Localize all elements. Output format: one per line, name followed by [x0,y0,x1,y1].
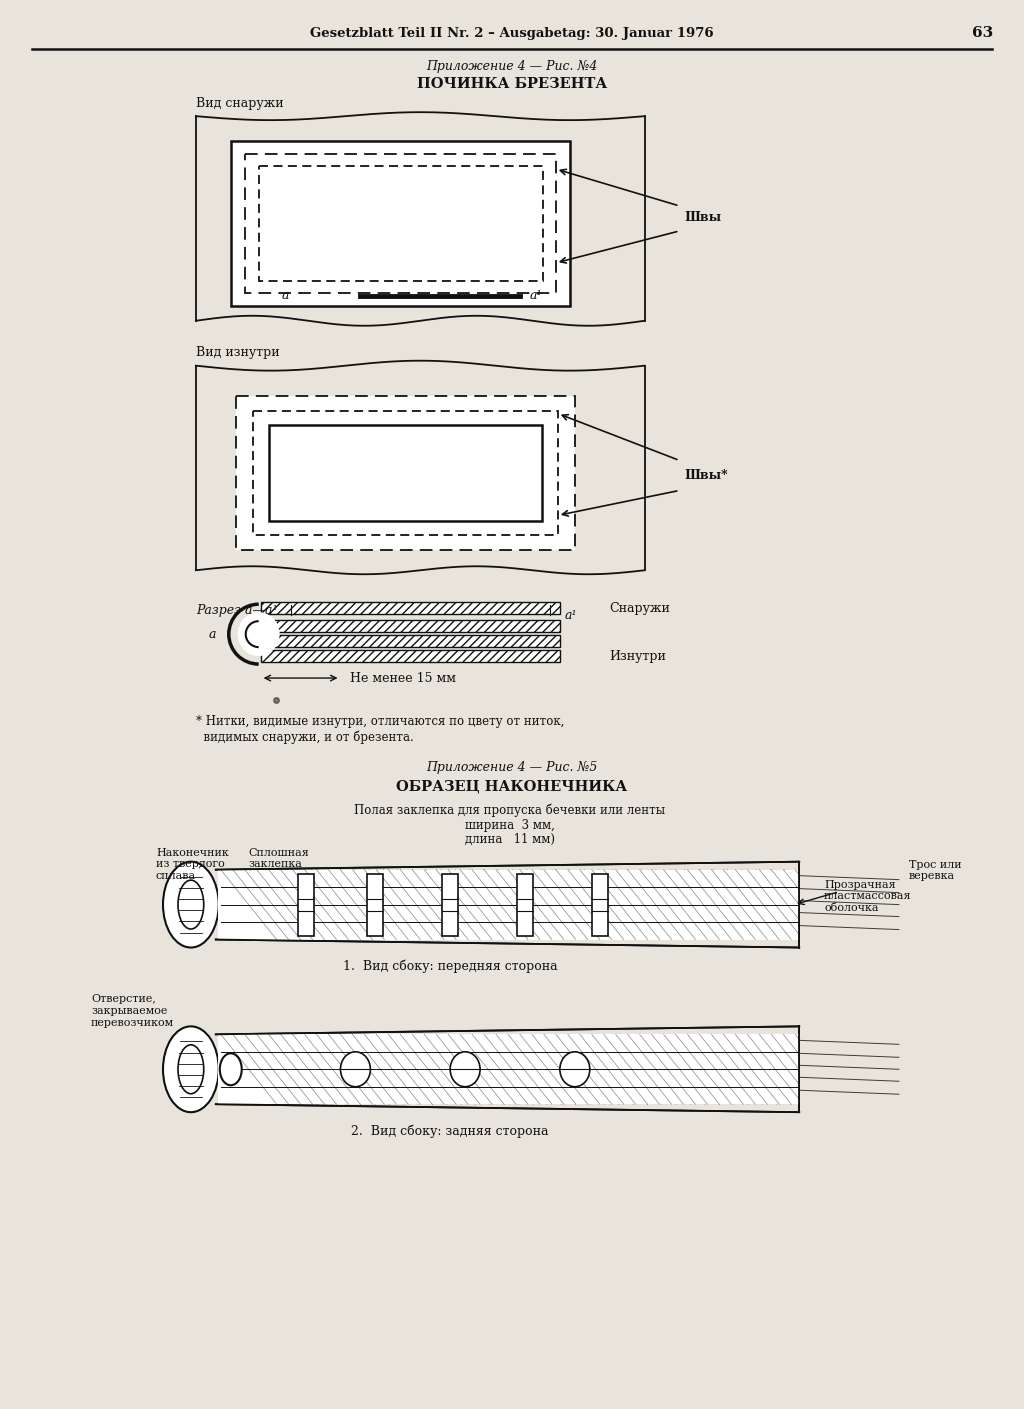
Text: 63: 63 [973,27,993,41]
Text: длина   11 мм): длина 11 мм) [465,833,555,845]
Bar [230,141,569,306]
Text: Не менее 15 мм: Не менее 15 мм [350,672,457,685]
Ellipse shape [451,1051,480,1086]
Text: a¹: a¹ [565,609,578,621]
Text: Изнутри: Изнутри [609,650,667,662]
Text: Швы*: Швы* [684,469,728,482]
Text: видимых снаружи, и от брезента.: видимых снаружи, и от брезента. [196,731,414,744]
Text: Сплошная
заклепка: Сплошная заклепка [249,848,309,869]
Text: Приложение 4 — Рис. №4: Приложение 4 — Рис. №4 [426,59,598,73]
Bar [298,874,313,936]
Text: 1.  Вид сбоку: передняя сторона: 1. Вид сбоку: передняя сторона [343,960,557,974]
Bar [261,620,560,633]
Bar [261,650,560,662]
Bar [368,874,383,936]
Text: a: a [282,289,290,303]
Text: Вид изнутри: Вид изнутри [196,347,280,359]
Text: a¹: a¹ [530,289,543,303]
Bar [261,602,560,614]
Text: Швы: Швы [684,211,722,224]
Bar [218,869,799,940]
Bar [259,166,543,280]
Text: ОБРАЗЕЦ НАКОНЕЧНИКА: ОБРАЗЕЦ НАКОНЕЧНИКА [396,779,628,793]
Text: Наконечник
из твердого
сплава: Наконечник из твердого сплава [156,848,228,881]
Text: ПОЧИНКА БРЕЗЕНТА: ПОЧИНКА БРЕЗЕНТА [417,77,607,92]
Text: * Нитки, видимые изнутри, отличаются по цвету от ниток,: * Нитки, видимые изнутри, отличаются по … [196,714,564,728]
Text: Снаружи: Снаружи [609,602,671,614]
Bar [268,424,542,521]
Bar [442,874,458,936]
Text: Отверстие,
закрываемое
перевозчиком: Отверстие, закрываемое перевозчиком [91,995,174,1027]
Ellipse shape [163,1026,219,1112]
Bar [261,635,560,647]
Bar [236,396,574,551]
Text: Прозрачная
пластмассовая
оболочка: Прозрачная пластмассовая оболочка [824,879,911,913]
Bar [517,874,532,936]
Text: Полая заклепка для пропуска бечевки или ленты: Полая заклепка для пропуска бечевки или … [354,803,666,817]
Ellipse shape [163,862,219,947]
Text: 2.  Вид сбоку: задняя сторона: 2. Вид сбоку: задняя сторона [351,1124,549,1137]
Ellipse shape [220,1054,242,1085]
Text: ширина  3 мм,: ширина 3 мм, [465,819,555,831]
Text: Gesetzblatt Teil II Nr. 2 – Ausgabetag: 30. Januar 1976: Gesetzblatt Teil II Nr. 2 – Ausgabetag: … [310,27,714,39]
Bar [245,154,556,293]
Text: Приложение 4 — Рис. №5: Приложение 4 — Рис. №5 [426,761,598,775]
Ellipse shape [340,1051,371,1086]
Bar [253,410,558,535]
Ellipse shape [178,1045,204,1093]
Bar [592,874,607,936]
Text: Вид снаружи: Вид снаружи [196,97,284,110]
Bar [218,1034,799,1105]
Ellipse shape [178,881,204,929]
Ellipse shape [560,1051,590,1086]
Text: Трос или
веревка: Трос или веревка [909,859,962,881]
Ellipse shape [238,612,280,657]
Text: a: a [208,627,216,641]
Text: Разрез a—a¹: Разрез a—a¹ [196,603,278,617]
